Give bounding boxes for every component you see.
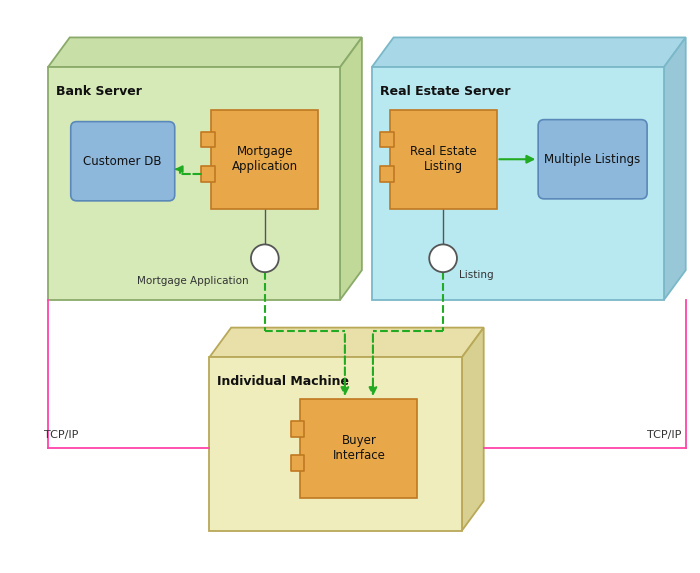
Polygon shape — [300, 399, 417, 498]
Polygon shape — [462, 328, 484, 531]
Polygon shape — [340, 37, 362, 300]
Polygon shape — [209, 328, 484, 358]
Polygon shape — [290, 456, 304, 471]
Polygon shape — [664, 37, 686, 300]
Text: TCP/IP: TCP/IP — [44, 430, 78, 441]
Circle shape — [429, 245, 457, 272]
Polygon shape — [48, 67, 340, 300]
Polygon shape — [202, 132, 216, 147]
Text: Individual Machine: Individual Machine — [217, 375, 349, 388]
Polygon shape — [379, 166, 393, 182]
Polygon shape — [372, 67, 664, 300]
Polygon shape — [48, 37, 362, 67]
Polygon shape — [290, 421, 304, 437]
Text: Mortgage Application: Mortgage Application — [137, 276, 249, 286]
Text: Bank Server: Bank Server — [56, 85, 142, 98]
Text: Mortgage
Application: Mortgage Application — [232, 145, 298, 173]
Polygon shape — [202, 166, 216, 182]
Circle shape — [251, 245, 279, 272]
Polygon shape — [390, 110, 496, 209]
Text: Listing: Listing — [459, 270, 494, 280]
Text: Customer DB: Customer DB — [83, 155, 162, 168]
Text: TCP/IP: TCP/IP — [648, 430, 682, 441]
FancyBboxPatch shape — [71, 121, 175, 201]
FancyBboxPatch shape — [538, 120, 647, 199]
Text: Buyer
Interface: Buyer Interface — [332, 434, 386, 462]
Polygon shape — [211, 110, 318, 209]
Text: Real Estate
Listing: Real Estate Listing — [410, 145, 477, 173]
Polygon shape — [379, 132, 393, 147]
Polygon shape — [372, 37, 686, 67]
Text: Multiple Listings: Multiple Listings — [545, 153, 640, 166]
Text: Real Estate Server: Real Estate Server — [379, 85, 510, 98]
Polygon shape — [209, 358, 462, 531]
